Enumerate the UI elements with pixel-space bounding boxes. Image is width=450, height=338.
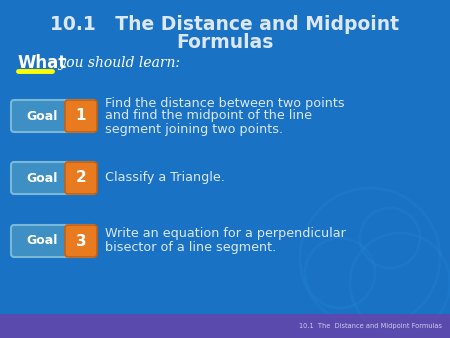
Text: Classify a Triangle.: Classify a Triangle.: [105, 171, 225, 185]
Text: Goal: Goal: [26, 235, 58, 247]
Text: 2: 2: [76, 170, 86, 186]
Text: Find the distance between two points: Find the distance between two points: [105, 97, 345, 110]
Text: What: What: [18, 54, 67, 72]
Text: you should learn:: you should learn:: [54, 56, 180, 70]
Text: and find the midpoint of the line: and find the midpoint of the line: [105, 110, 312, 122]
Text: 3: 3: [76, 234, 86, 248]
Text: Formulas: Formulas: [176, 33, 274, 52]
FancyBboxPatch shape: [65, 100, 97, 132]
FancyBboxPatch shape: [65, 225, 97, 257]
Text: 1: 1: [76, 108, 86, 123]
Text: 10.1   The Distance and Midpoint: 10.1 The Distance and Midpoint: [50, 16, 400, 34]
Text: Goal: Goal: [26, 171, 58, 185]
FancyBboxPatch shape: [11, 162, 95, 194]
FancyBboxPatch shape: [11, 100, 95, 132]
Bar: [0, 314, 450, 338]
Text: segment joining two points.: segment joining two points.: [105, 122, 283, 136]
FancyBboxPatch shape: [65, 162, 97, 194]
Text: Write an equation for a perpendicular: Write an equation for a perpendicular: [105, 227, 346, 241]
Text: Goal: Goal: [26, 110, 58, 122]
FancyBboxPatch shape: [11, 225, 95, 257]
Text: bisector of a line segment.: bisector of a line segment.: [105, 241, 276, 255]
Text: 10.1  The  Distance and Midpoint Formulas: 10.1 The Distance and Midpoint Formulas: [299, 323, 442, 329]
